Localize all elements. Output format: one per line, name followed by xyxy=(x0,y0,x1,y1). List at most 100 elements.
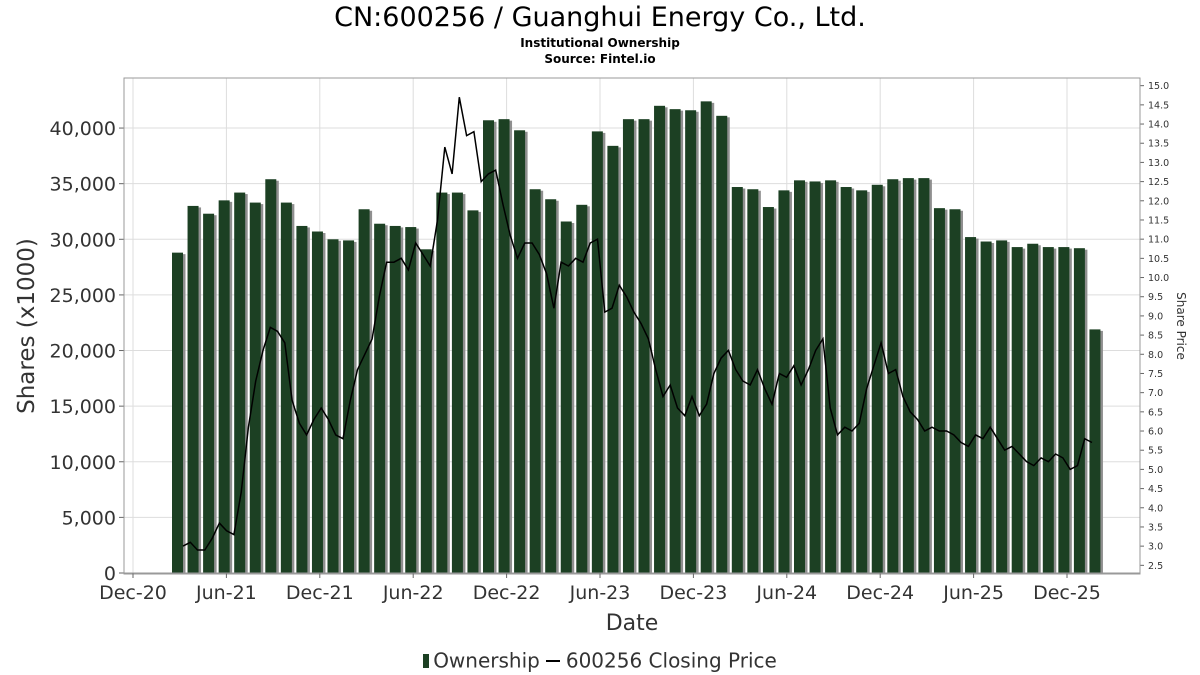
x-tick-label: Dec-21 xyxy=(286,582,354,604)
x-tick-label: Jun-25 xyxy=(942,582,1004,604)
bar xyxy=(327,239,339,574)
bar xyxy=(918,178,930,573)
bar xyxy=(949,209,961,573)
y2-tick-label: 7.0 xyxy=(1148,388,1163,399)
y-tick-label: 0 xyxy=(104,563,116,585)
bar xyxy=(218,200,230,573)
ownership-legend-swatch xyxy=(423,653,430,668)
x-tick-label: Dec-24 xyxy=(846,582,914,604)
bar xyxy=(1058,247,1070,573)
y2-tick-label: 14.0 xyxy=(1148,120,1169,131)
bar xyxy=(856,190,868,573)
bar xyxy=(203,213,215,573)
ownership-chart: 0 5,000 10,000 15,000 20,000 25,000 30,000 35,0… xyxy=(14,77,1188,636)
x-tick-label: Jun-22 xyxy=(382,582,444,604)
y2-tick-label: 3.0 xyxy=(1148,542,1163,553)
y2-tick-label: 8.0 xyxy=(1148,350,1163,361)
bar xyxy=(622,119,634,574)
y-axis-label: Shares (x1000) xyxy=(14,238,40,414)
y-tick-label: 10,000 xyxy=(50,452,116,474)
bar-series xyxy=(172,101,1103,574)
y2-axis-label: Share Price xyxy=(1174,292,1188,360)
bar xyxy=(529,189,541,573)
bar xyxy=(374,223,386,573)
y-tick-label: 35,000 xyxy=(50,174,116,196)
bar xyxy=(405,227,417,573)
bar xyxy=(902,178,914,573)
bar xyxy=(871,184,883,574)
y2-tick-label: 6.0 xyxy=(1148,427,1163,438)
bar xyxy=(685,110,697,574)
bar xyxy=(980,241,992,574)
x-tick-label: Jun-24 xyxy=(755,582,817,604)
bar xyxy=(700,101,712,573)
y2-axis: 2.5 3.0 3.5 4.0 4.5 5.0 5.5 6.0 6.5 7.0 7.5 8.0 8.5 9… xyxy=(1140,81,1169,572)
y2-tick-label: 13.5 xyxy=(1148,139,1169,150)
x-tick-label: Dec-25 xyxy=(1033,582,1101,604)
bar xyxy=(576,204,588,573)
bar xyxy=(965,237,977,573)
bar xyxy=(172,252,183,573)
chart-subtitle: Institutional Ownership xyxy=(520,36,680,50)
y-axis: 0 5,000 10,000 15,000 20,000 25,000 30,000 35,0… xyxy=(50,118,124,585)
bar xyxy=(1089,329,1101,573)
y-tick-label: 40,000 xyxy=(50,118,116,140)
bar xyxy=(234,192,246,573)
bar xyxy=(311,231,323,573)
y2-tick-label: 4.5 xyxy=(1148,484,1163,495)
bar xyxy=(762,207,774,574)
y2-tick-label: 13.0 xyxy=(1148,158,1169,169)
bar xyxy=(933,208,945,574)
bar xyxy=(280,202,292,573)
y2-tick-label: 12.5 xyxy=(1148,177,1169,188)
bar xyxy=(778,190,790,573)
y2-tick-label: 10.5 xyxy=(1148,254,1169,265)
bar xyxy=(591,131,603,574)
x-tick-label: Dec-23 xyxy=(659,582,727,604)
bar xyxy=(420,249,432,573)
chart-source: Source: Fintel.io xyxy=(544,52,656,66)
bar xyxy=(996,240,1008,574)
price-legend-label: 600256 Closing Price xyxy=(565,648,777,673)
y2-tick-label: 5.0 xyxy=(1148,465,1163,476)
bar xyxy=(825,180,837,573)
bar xyxy=(809,181,821,573)
x-axis: Dec-20 Jun-21 Dec-21 Jun-22 Dec-22 Jun-23 Dec-… xyxy=(99,573,1101,604)
bar xyxy=(1011,247,1023,573)
y2-tick-label: 9.0 xyxy=(1148,311,1163,322)
bar xyxy=(794,180,805,573)
bar xyxy=(607,145,619,573)
y2-tick-label: 6.5 xyxy=(1148,407,1163,418)
y2-tick-label: 11.0 xyxy=(1148,235,1169,246)
x-tick-label: Dec-22 xyxy=(473,582,541,604)
y2-tick-label: 5.5 xyxy=(1148,446,1163,457)
bar xyxy=(560,221,572,573)
y2-tick-label: 2.5 xyxy=(1148,561,1163,572)
bar xyxy=(731,187,743,573)
bar xyxy=(358,209,370,573)
bar xyxy=(840,187,852,573)
bar xyxy=(467,210,479,573)
bar xyxy=(669,109,681,574)
x-tick-label: Dec-20 xyxy=(99,582,167,604)
bar xyxy=(514,130,526,574)
bar xyxy=(451,192,463,573)
bar xyxy=(187,205,199,574)
y2-tick-label: 4.0 xyxy=(1148,503,1163,514)
price-line xyxy=(182,97,1093,551)
price-legend-swatch xyxy=(545,659,560,662)
x-tick-label: Jun-21 xyxy=(195,582,257,604)
price-line-series xyxy=(182,97,1093,551)
y2-tick-label: 10.0 xyxy=(1148,273,1169,284)
y-tick-label: 20,000 xyxy=(50,341,116,363)
chart-title: CN:600256 / Guanghui Energy Co., Ltd. xyxy=(334,2,866,33)
plot-border xyxy=(123,77,1141,574)
bar xyxy=(265,179,277,573)
bar xyxy=(436,192,448,573)
y2-tick-label: 7.5 xyxy=(1148,369,1163,380)
y2-tick-label: 12.0 xyxy=(1148,196,1169,207)
bar xyxy=(545,199,557,573)
y2-tick-label: 15.0 xyxy=(1148,81,1169,92)
y-tick-label: 30,000 xyxy=(50,229,116,251)
y2-tick-label: 3.5 xyxy=(1148,522,1163,533)
